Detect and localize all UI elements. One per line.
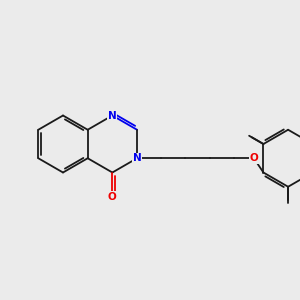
Text: O: O [250,153,258,163]
Text: O: O [108,192,117,202]
Text: N: N [108,110,117,121]
Text: N: N [133,153,141,163]
